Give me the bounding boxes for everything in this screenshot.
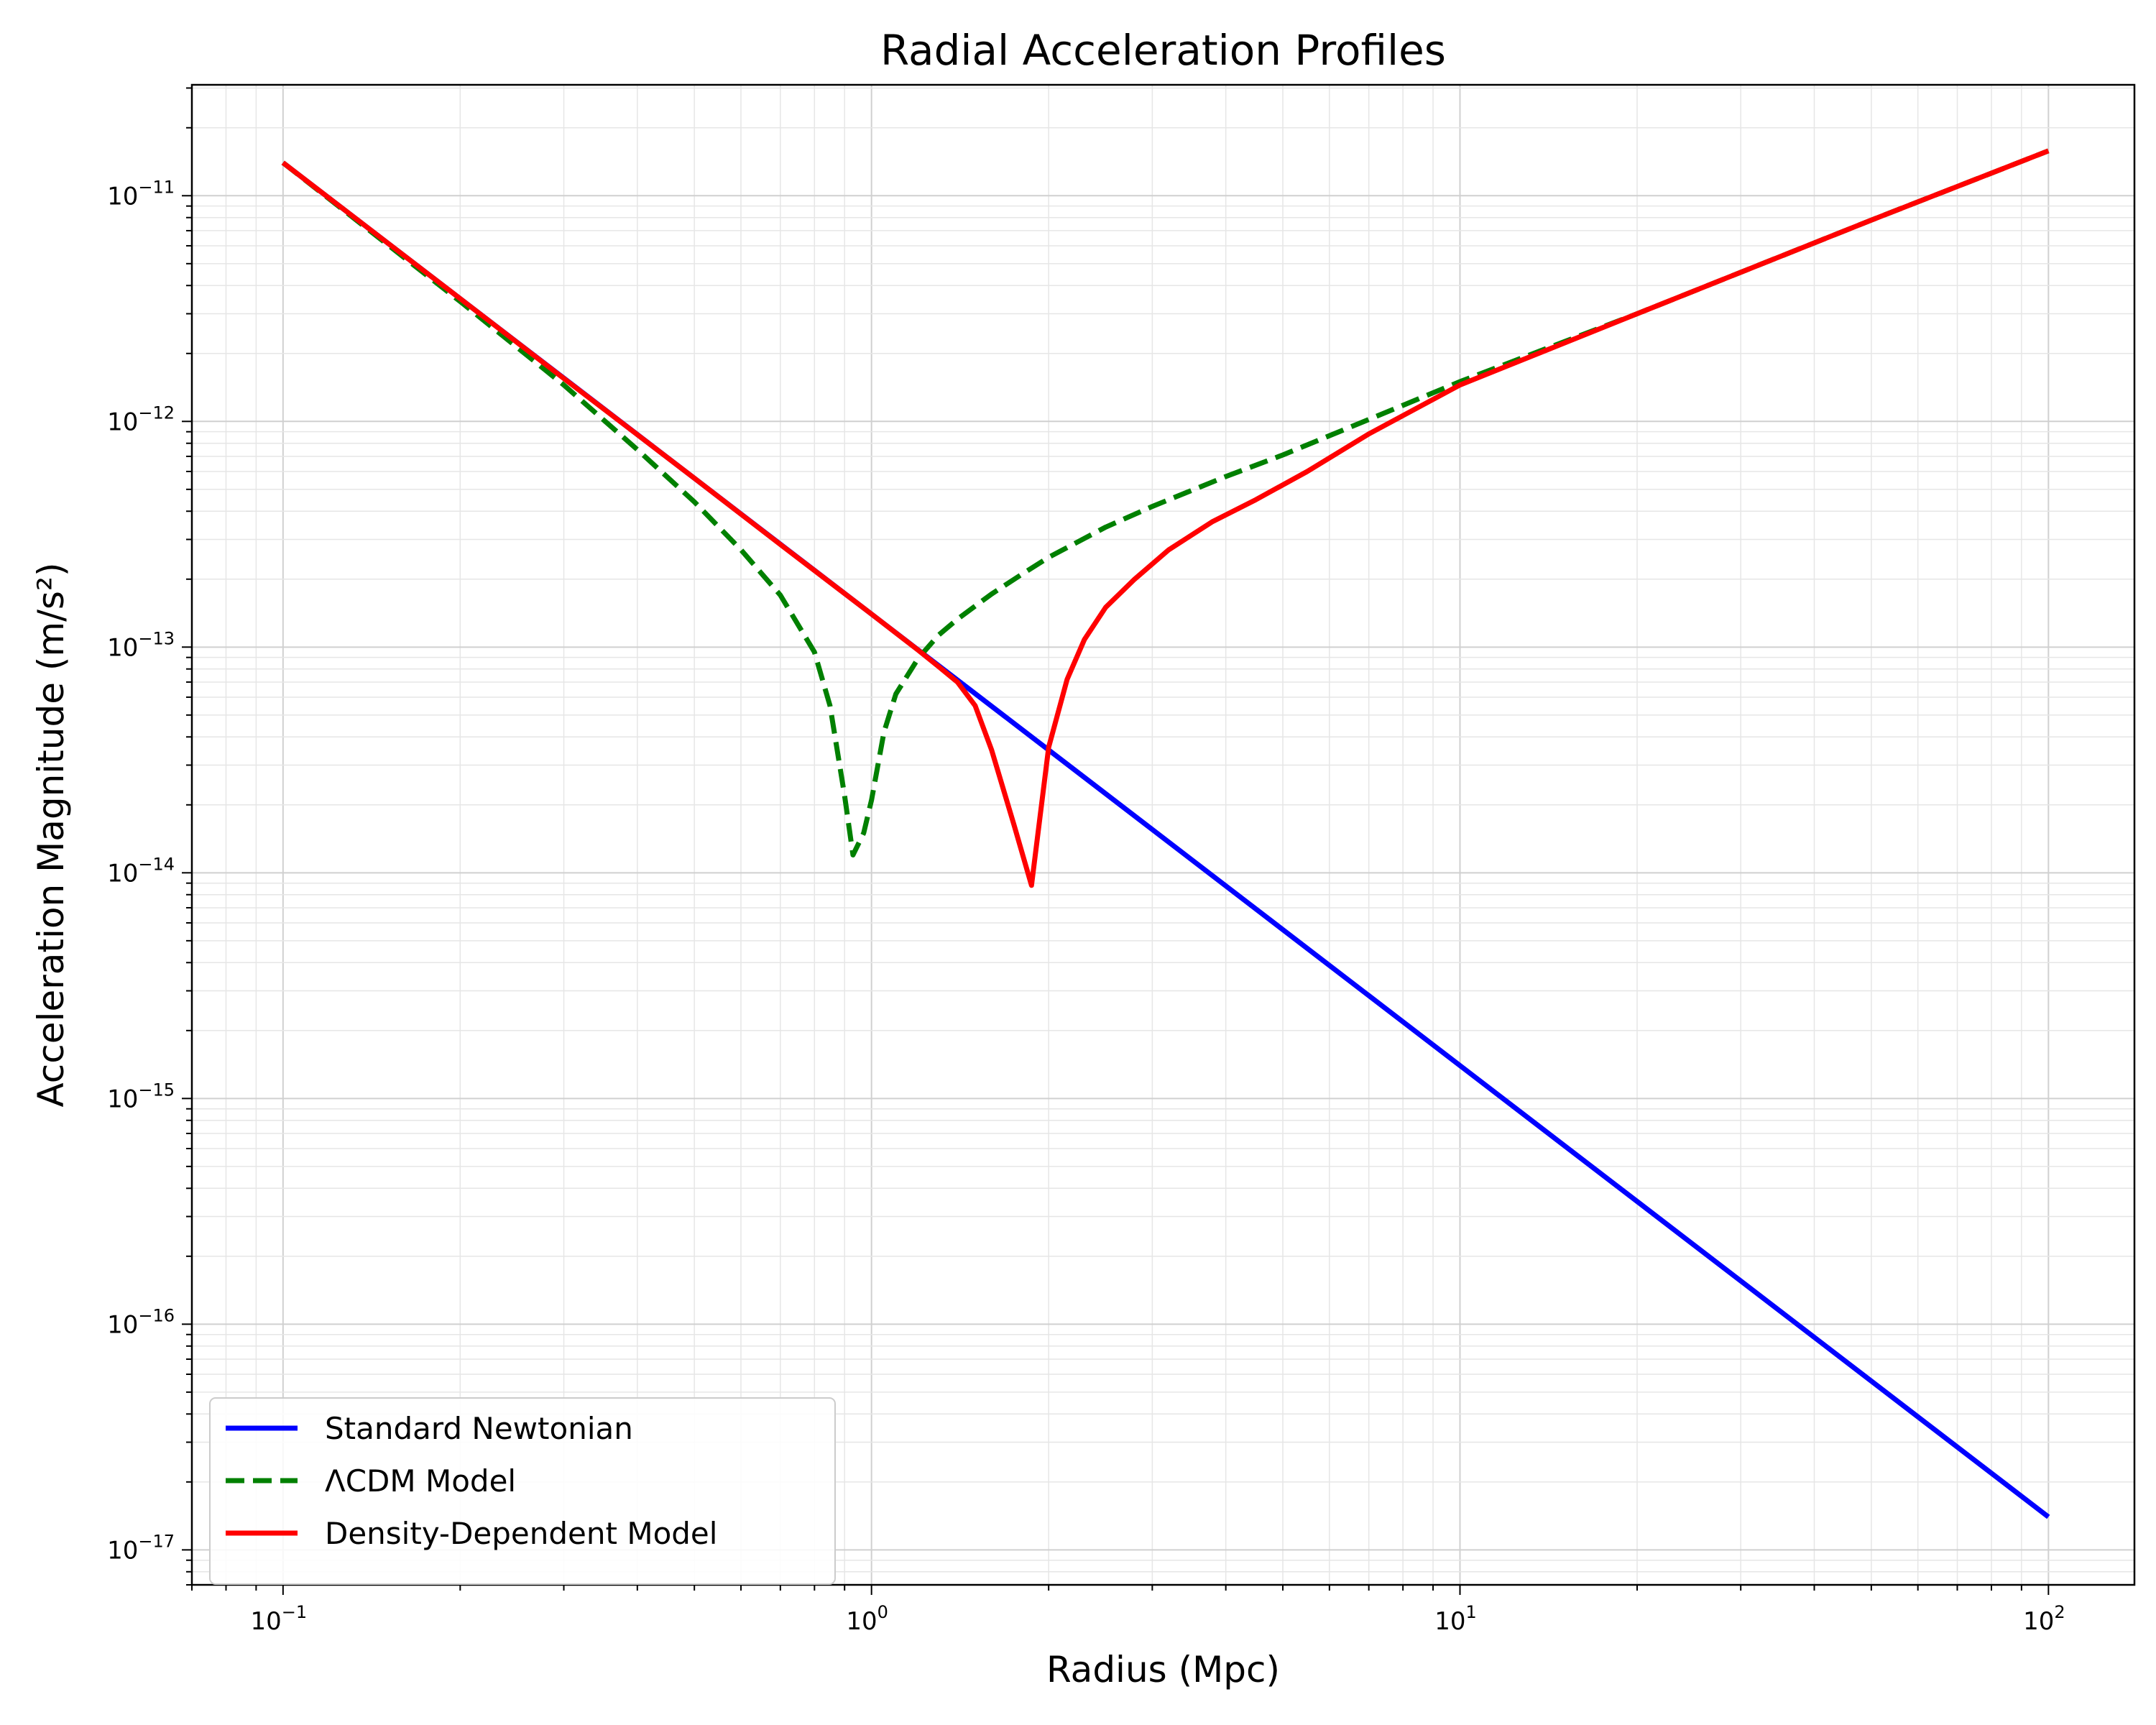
y-axis-label: Acceleration Magnitude (m/s²) — [30, 562, 72, 1107]
y-tick-label: 10−17 — [107, 1531, 175, 1565]
chart-title: Radial Acceleration Profiles — [880, 26, 1446, 75]
legend: Standard Newtonian ΛCDM Model Density-Depe… — [209, 1397, 836, 1585]
series-layer — [281, 148, 2050, 1519]
x-tick-label: 100 — [846, 1602, 888, 1636]
plot-frame — [190, 83, 2136, 1586]
y-tick-label: 10−14 — [107, 854, 175, 888]
y-tick-label: 10−16 — [107, 1305, 175, 1339]
y-tick-label: 10−11 — [107, 177, 175, 211]
legend-label-2: ΛCDM Model — [325, 1463, 516, 1499]
legend-label-3: Density-Dependent Model — [325, 1516, 717, 1551]
x-axis-label: Radius (Mpc) — [1046, 1649, 1280, 1690]
legend-items: Standard Newtonian ΛCDM Model Density-Depe… — [226, 1411, 717, 1551]
tick-layer: 10−1 100 101 102 10−17 10−16 10−15 10−14 10−13 10… — [107, 87, 2065, 1636]
x-tick-label: 10−1 — [251, 1602, 308, 1636]
series-line-2 — [281, 148, 2050, 857]
series-line-3 — [281, 148, 2050, 888]
x-tick-label: 101 — [1434, 1602, 1477, 1636]
y-tick-label: 10−12 — [107, 402, 175, 436]
legend-box — [209, 1397, 836, 1585]
legend-label-1: Standard Newtonian — [325, 1411, 633, 1446]
x-tick-label: 102 — [2023, 1602, 2065, 1636]
y-tick-label: 10−15 — [107, 1080, 175, 1113]
y-tick-label: 10−13 — [107, 628, 175, 662]
grid-layer — [191, 85, 2134, 1586]
